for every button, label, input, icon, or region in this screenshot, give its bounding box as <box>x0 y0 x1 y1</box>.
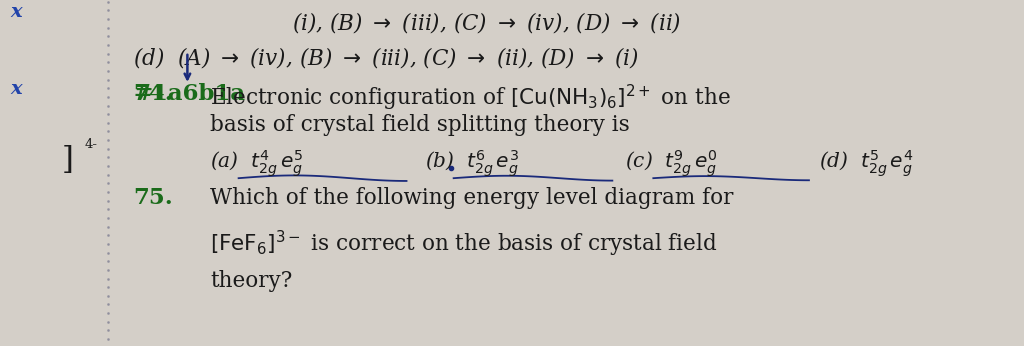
Text: 75.: 75. <box>133 187 173 209</box>
Text: (b)  $t_{2g}^{6}\,e_g^{3}$: (b) $t_{2g}^{6}\,e_g^{3}$ <box>425 149 519 179</box>
Text: (i), (B) $\rightarrow$ (iii), (C) $\rightarrow$ (iv), (D) $\rightarrow$ (ii): (i), (B) $\rightarrow$ (iii), (C) $\righ… <box>292 10 681 35</box>
Text: theory?: theory? <box>210 270 292 292</box>
Text: x: x <box>10 80 22 98</box>
Text: 74.: 74. <box>133 83 173 105</box>
Text: ]: ] <box>61 145 74 176</box>
Text: (a)  $t_{2g}^{4}\,e_g^{5}$: (a) $t_{2g}^{4}\,e_g^{5}$ <box>210 149 303 179</box>
Text: x: x <box>10 3 22 21</box>
Text: basis of crystal field splitting theory is: basis of crystal field splitting theory … <box>210 114 630 136</box>
Text: (d)  (A) $\rightarrow$ (iv), (B) $\rightarrow$ (iii), (C) $\rightarrow$ (ii), (D: (d) (A) $\rightarrow$ (iv), (B) $\righta… <box>133 45 639 70</box>
Text: $[\mathrm{FeF_6}]^{3-}$ is correct on the basis of crystal field: $[\mathrm{FeF_6}]^{3-}$ is correct on th… <box>210 228 717 258</box>
Text: #1a6b1a: #1a6b1a <box>133 83 245 105</box>
Text: (c)  $t_{2g}^{9}\,e_g^{0}$: (c) $t_{2g}^{9}\,e_g^{0}$ <box>625 149 717 179</box>
Text: Which of the following energy level diagram for: Which of the following energy level diag… <box>210 187 733 209</box>
Text: Electronic configuration of $[\mathrm{Cu(NH_3)_6}]^{2+}$ on the: Electronic configuration of $[\mathrm{Cu… <box>210 83 730 113</box>
Text: (d)  $t_{2g}^{5}\,e_g^{4}$: (d) $t_{2g}^{5}\,e_g^{4}$ <box>819 149 913 179</box>
Text: 4-: 4- <box>85 138 98 152</box>
